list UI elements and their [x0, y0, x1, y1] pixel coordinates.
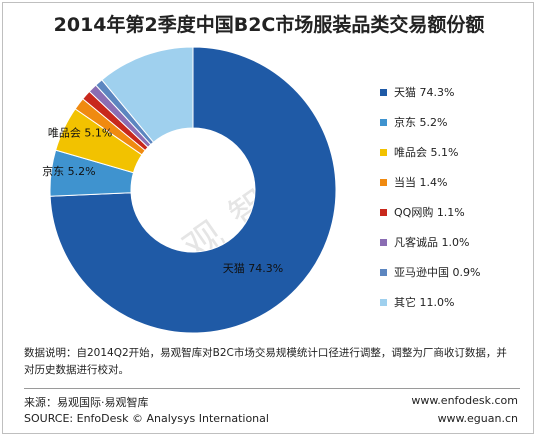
slice-label-2: 京东 5.2% — [42, 164, 95, 178]
data-note: 数据说明：自2014Q2开始，易观智库对B2C市场交易规模统计口径进行调整，调整… — [24, 347, 507, 376]
legend-swatch-2 — [380, 119, 387, 126]
slice-label-1: 天猫 74.3% — [223, 262, 283, 275]
legend-swatch-7 — [380, 269, 387, 276]
source-cn: 来源：易观国际·易观智库 — [24, 396, 149, 409]
legend-item-2: 京东 5.2% — [394, 115, 447, 129]
legend-swatch-5 — [380, 209, 387, 216]
donut-slices — [49, 46, 337, 334]
legend-swatch-4 — [380, 179, 387, 186]
donut-chart: 天猫 74.3% 京东 5.2% 唯品会 5.1% 天猫 74.3% 京东 5.2% 唯… — [42, 46, 480, 334]
legend-swatch-8 — [380, 299, 387, 306]
donut-slice-8 — [101, 46, 194, 143]
chart-legend: 天猫 74.3% 京东 5.2% 唯品会 5.1% 当当 1.4% QQ网购 1.1% 凡… — [380, 86, 480, 309]
legend-item-1: 天猫 74.3% — [394, 86, 454, 99]
legend-swatch-3 — [380, 149, 387, 156]
legend-item-8: 其它 11.0% — [394, 295, 454, 309]
legend-item-3: 唯品会 5.1% — [394, 146, 458, 159]
url-eguan[interactable]: www.eguan.cn — [437, 412, 518, 425]
legend-item-6: 凡客诚品 1.0% — [394, 235, 469, 249]
chart-title: 2014年第2季度中国B2C市场服装品类交易额份额 — [53, 14, 485, 36]
slice-labels: 天猫 74.3% 京东 5.2% 唯品会 5.1% — [42, 126, 283, 275]
legend-item-4: 当当 1.4% — [394, 175, 447, 189]
donut-slice-1 — [49, 46, 337, 334]
url-enfodesk[interactable]: www.enfodesk.com — [411, 394, 518, 407]
legend-item-7: 亚马逊中国 0.9% — [394, 266, 480, 279]
slice-label-3: 唯品会 5.1% — [48, 126, 112, 139]
footer-divider — [24, 388, 520, 389]
legend-item-5: QQ网购 1.1% — [394, 205, 465, 219]
legend-swatch-1 — [380, 89, 387, 96]
legend-swatch-6 — [380, 239, 387, 246]
source-en: SOURCE: EnfoDesk © Analysys Internationa… — [24, 412, 269, 425]
